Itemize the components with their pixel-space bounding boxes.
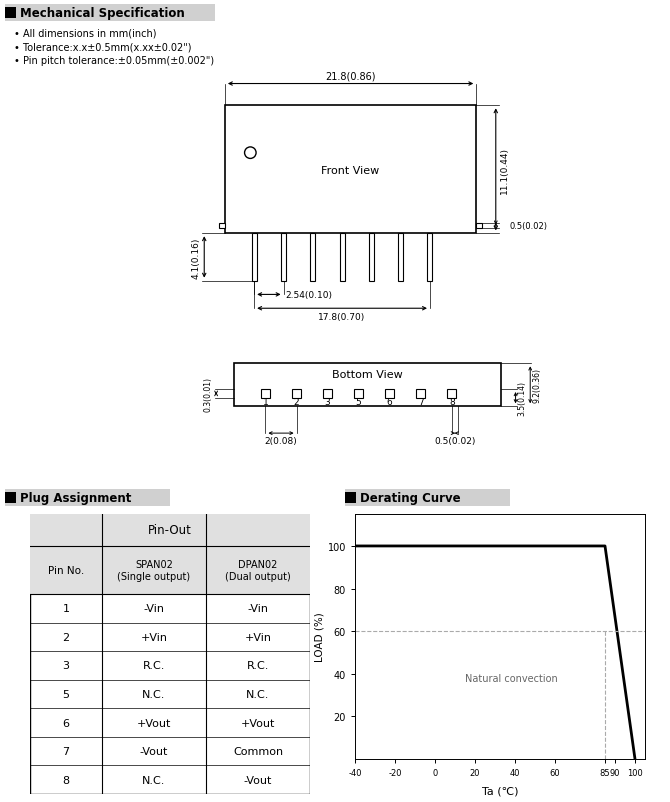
Text: +Vin: +Vin bbox=[141, 632, 168, 642]
Bar bbox=[324, 390, 332, 398]
Text: SPAN02
(Single output): SPAN02 (Single output) bbox=[117, 559, 190, 581]
Bar bbox=[385, 390, 394, 398]
Text: -Vin: -Vin bbox=[247, 604, 269, 614]
Text: 2(0.08): 2(0.08) bbox=[265, 436, 297, 445]
Text: 0.5(0.02): 0.5(0.02) bbox=[510, 221, 547, 230]
Text: Natural convection: Natural convection bbox=[465, 673, 557, 683]
Text: N.C.: N.C. bbox=[247, 689, 270, 699]
Text: R.C.: R.C. bbox=[143, 661, 165, 670]
Text: 1: 1 bbox=[62, 604, 70, 614]
Bar bbox=[219, 223, 225, 229]
Text: Pin-Out: Pin-Out bbox=[148, 524, 192, 537]
Text: Plug Assignment: Plug Assignment bbox=[20, 492, 131, 504]
Text: 6: 6 bbox=[62, 718, 70, 727]
Text: Mechanical Specification: Mechanical Specification bbox=[20, 7, 185, 20]
Text: 21.8(0.86): 21.8(0.86) bbox=[326, 71, 376, 81]
Text: N.C.: N.C. bbox=[142, 689, 165, 699]
Text: -Vout: -Vout bbox=[244, 775, 272, 784]
Bar bbox=[281, 234, 286, 282]
Text: 0.5(0.02): 0.5(0.02) bbox=[434, 436, 476, 445]
Text: Front View: Front View bbox=[322, 166, 380, 176]
Bar bbox=[354, 390, 363, 398]
Text: • All dimensions in mm(inch): • All dimensions in mm(inch) bbox=[14, 28, 157, 38]
Text: +Vout: +Vout bbox=[241, 718, 275, 727]
Text: Pin No.: Pin No. bbox=[48, 565, 84, 575]
Text: Common: Common bbox=[233, 746, 283, 756]
Text: R.C.: R.C. bbox=[247, 661, 269, 670]
Text: 7: 7 bbox=[62, 746, 70, 756]
Text: 11.1(0.44): 11.1(0.44) bbox=[500, 147, 509, 193]
Text: 9.2(0.36): 9.2(0.36) bbox=[532, 368, 541, 403]
Bar bbox=[292, 390, 301, 398]
Text: -Vout: -Vout bbox=[140, 746, 168, 756]
Bar bbox=[427, 234, 432, 282]
Text: +Vin: +Vin bbox=[245, 632, 271, 642]
Bar bbox=[398, 234, 403, 282]
Text: 8: 8 bbox=[62, 775, 70, 784]
Bar bbox=[340, 234, 344, 282]
Y-axis label: LOAD (%): LOAD (%) bbox=[315, 612, 325, 662]
Text: 17.8(0.70): 17.8(0.70) bbox=[318, 312, 366, 322]
Text: 0.3(0.01): 0.3(0.01) bbox=[204, 376, 212, 411]
Text: • Tolerance:x.x±0.5mm(x.xx±0.02"): • Tolerance:x.x±0.5mm(x.xx±0.02") bbox=[14, 42, 192, 52]
X-axis label: Ta (℃): Ta (℃) bbox=[482, 785, 519, 796]
Bar bbox=[30, 514, 310, 546]
Text: 4.1(0.16): 4.1(0.16) bbox=[192, 237, 201, 278]
Bar bbox=[310, 234, 316, 282]
Text: 8: 8 bbox=[449, 398, 455, 407]
Text: DPAN02
(Dual output): DPAN02 (Dual output) bbox=[225, 559, 291, 581]
Text: 2: 2 bbox=[293, 398, 299, 407]
Bar bbox=[476, 223, 482, 229]
Bar bbox=[369, 234, 374, 282]
Text: N.C.: N.C. bbox=[142, 775, 165, 784]
Bar bbox=[448, 390, 456, 398]
Bar bbox=[225, 107, 476, 234]
Text: 1: 1 bbox=[263, 398, 269, 407]
Text: Derating Curve: Derating Curve bbox=[360, 492, 461, 504]
Text: • Pin pitch tolerance:±0.05mm(±0.002"): • Pin pitch tolerance:±0.05mm(±0.002") bbox=[14, 56, 214, 66]
Text: 3: 3 bbox=[325, 398, 330, 407]
Text: 6: 6 bbox=[387, 398, 393, 407]
Text: 3: 3 bbox=[62, 661, 70, 670]
Text: 2: 2 bbox=[62, 632, 70, 642]
Bar bbox=[417, 390, 425, 398]
Text: +Vout: +Vout bbox=[137, 718, 172, 727]
Text: 3.5(0.14): 3.5(0.14) bbox=[517, 381, 527, 415]
Text: Bottom View: Bottom View bbox=[332, 370, 403, 379]
Bar bbox=[261, 390, 270, 398]
Text: 2.54(0.10): 2.54(0.10) bbox=[286, 290, 333, 299]
Text: -Vin: -Vin bbox=[143, 604, 165, 614]
Text: 5: 5 bbox=[62, 689, 70, 699]
Bar bbox=[30, 546, 310, 594]
Bar bbox=[234, 364, 501, 407]
Text: 5: 5 bbox=[356, 398, 362, 407]
Bar bbox=[252, 234, 257, 282]
Text: 7: 7 bbox=[418, 398, 423, 407]
